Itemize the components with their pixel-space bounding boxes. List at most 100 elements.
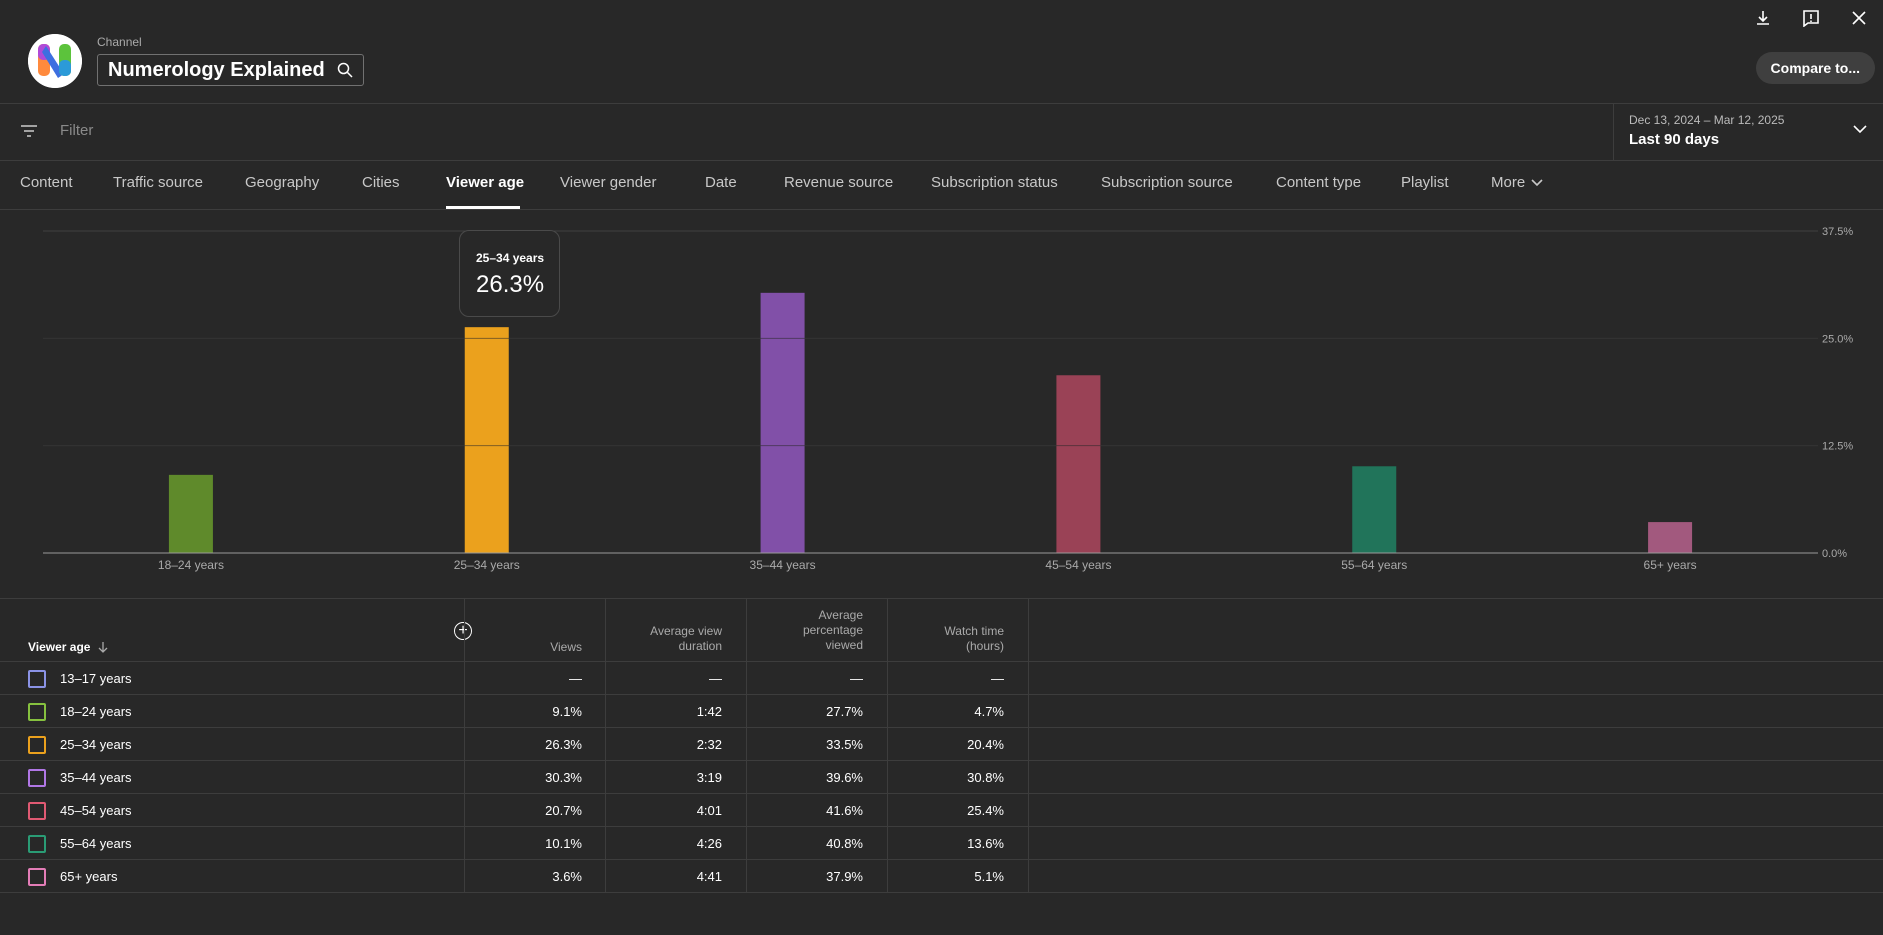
tab-cities[interactable]: Cities — [362, 174, 400, 191]
date-range[interactable]: Dec 13, 2024 – Mar 12, 2025 — [1629, 113, 1785, 127]
download-icon[interactable] — [1739, 4, 1787, 32]
cell-avg-percentage: 37.9% — [826, 869, 863, 884]
column-divider — [605, 598, 606, 892]
tab-content[interactable]: Content — [20, 174, 73, 191]
bar — [1648, 522, 1693, 553]
tab-revenue-source[interactable]: Revenue source — [784, 174, 894, 191]
active-tab-indicator — [446, 206, 520, 209]
divider — [0, 598, 1883, 599]
x-tick-label: 45–54 years — [1045, 558, 1111, 572]
bar — [760, 292, 805, 553]
search-icon — [337, 62, 353, 78]
channel-label: Channel — [97, 35, 142, 49]
cell-avg-percentage: 27.7% — [826, 704, 863, 719]
row-label: 35–44 years — [60, 770, 132, 785]
x-tick-label: 65+ years — [1644, 558, 1697, 572]
column-header-avg-percentage-viewed[interactable]: Average percentage viewed — [753, 608, 863, 653]
divider — [0, 209, 1883, 210]
y-tick-label: 25.0% — [1822, 333, 1853, 345]
column-header-label: Average — [818, 608, 863, 622]
column-header-label: Views — [550, 640, 582, 654]
cell-avg-duration: — — [709, 671, 722, 686]
cell-watch-time: 20.4% — [967, 737, 1004, 752]
tab-subscription-status[interactable]: Subscription status — [931, 174, 1058, 191]
table-row[interactable]: 35–44 years 30.3% 3:19 39.6% 30.8% — [0, 761, 1883, 794]
bar — [464, 327, 509, 553]
add-column-button[interactable]: + — [454, 622, 472, 640]
bar — [1056, 375, 1101, 553]
window-actions — [1739, 4, 1883, 32]
chevron-down-icon[interactable] — [1853, 124, 1867, 134]
date-period[interactable]: Last 90 days — [1629, 131, 1720, 148]
column-header-label: Watch time — [944, 624, 1004, 638]
tab-viewer-gender[interactable]: Viewer gender — [560, 174, 657, 191]
row-checkbox[interactable] — [28, 769, 46, 787]
row-divider — [0, 793, 1883, 794]
cell-watch-time: 13.6% — [967, 836, 1004, 851]
tab-content-type[interactable]: Content type — [1276, 174, 1362, 191]
table-row[interactable]: 18–24 years 9.1% 1:42 27.7% 4.7% — [0, 695, 1883, 728]
column-header-label: percentage — [802, 623, 863, 637]
filter-input[interactable]: Filter — [60, 122, 94, 139]
channel-picker[interactable]: Numerology Explained — [97, 54, 364, 86]
divider — [0, 661, 1883, 662]
cell-views: 10.1% — [545, 836, 582, 851]
cell-avg-duration: 3:19 — [696, 770, 722, 785]
row-label: 45–54 years — [60, 803, 132, 818]
row-checkbox[interactable] — [28, 703, 46, 721]
close-icon[interactable] — [1835, 4, 1883, 32]
cell-watch-time: 5.1% — [974, 869, 1004, 884]
x-tick-label: 18–24 years — [158, 558, 224, 572]
column-header-viewer-age[interactable]: Viewer age — [28, 640, 108, 654]
row-divider — [0, 826, 1883, 827]
x-tick-label: 25–34 years — [454, 558, 520, 572]
cell-watch-time: — — [991, 671, 1004, 686]
row-divider — [0, 760, 1883, 761]
column-header-avg-view-duration[interactable]: Average view duration — [612, 624, 722, 654]
filter-icon[interactable] — [20, 124, 38, 138]
chevron-down-icon — [1531, 178, 1543, 186]
cell-avg-percentage: 39.6% — [826, 770, 863, 785]
row-checkbox[interactable] — [28, 670, 46, 688]
bar — [168, 474, 213, 553]
sort-down-icon — [99, 642, 108, 653]
tab-more[interactable]: More — [1491, 174, 1543, 191]
row-label: 13–17 years — [60, 671, 132, 686]
table-row[interactable]: 65+ years 3.6% 4:41 37.9% 5.1% — [0, 860, 1883, 893]
tab-traffic-source[interactable]: Traffic source — [113, 174, 204, 191]
x-tick-label: 55–64 years — [1341, 558, 1407, 572]
column-header-watch-time[interactable]: Watch time (hours) — [894, 624, 1004, 654]
chart-tooltip: 25–34 years 26.3% — [459, 230, 560, 317]
column-header-label: Average view — [650, 624, 722, 638]
table-row[interactable]: 13–17 years — — — — — [0, 662, 1883, 695]
cell-avg-duration: 4:26 — [696, 836, 722, 851]
cell-views: — — [569, 671, 582, 686]
row-checkbox[interactable] — [28, 868, 46, 886]
tab-viewer-age[interactable]: Viewer age — [446, 174, 525, 191]
tab-geography[interactable]: Geography — [245, 174, 320, 191]
table-row[interactable]: 25–34 years 26.3% 2:32 33.5% 20.4% — [0, 728, 1883, 761]
tab-playlist[interactable]: Playlist — [1401, 174, 1449, 191]
cell-watch-time: 25.4% — [967, 803, 1004, 818]
column-divider — [1028, 598, 1029, 892]
column-divider — [746, 598, 747, 892]
row-checkbox[interactable] — [28, 835, 46, 853]
row-checkbox[interactable] — [28, 802, 46, 820]
cell-views: 26.3% — [545, 737, 582, 752]
column-header-views[interactable]: Views — [472, 640, 582, 655]
compare-button[interactable]: Compare to... — [1755, 52, 1875, 84]
tab-date[interactable]: Date — [705, 174, 737, 191]
x-tick-label: 35–44 years — [750, 558, 816, 572]
row-divider — [0, 694, 1883, 695]
divider — [0, 103, 1883, 104]
table-row[interactable]: 45–54 years 20.7% 4:01 41.6% 25.4% — [0, 794, 1883, 827]
feedback-icon[interactable] — [1787, 4, 1835, 32]
column-divider — [464, 598, 465, 892]
row-checkbox[interactable] — [28, 736, 46, 754]
table-row[interactable]: 55–64 years 10.1% 4:26 40.8% 13.6% — [0, 827, 1883, 860]
column-header-label: (hours) — [965, 639, 1004, 653]
divider — [0, 160, 1883, 161]
y-tick-label: 37.5% — [1822, 226, 1853, 238]
tab-subscription-source[interactable]: Subscription source — [1101, 174, 1233, 191]
cell-avg-percentage: 40.8% — [826, 836, 863, 851]
